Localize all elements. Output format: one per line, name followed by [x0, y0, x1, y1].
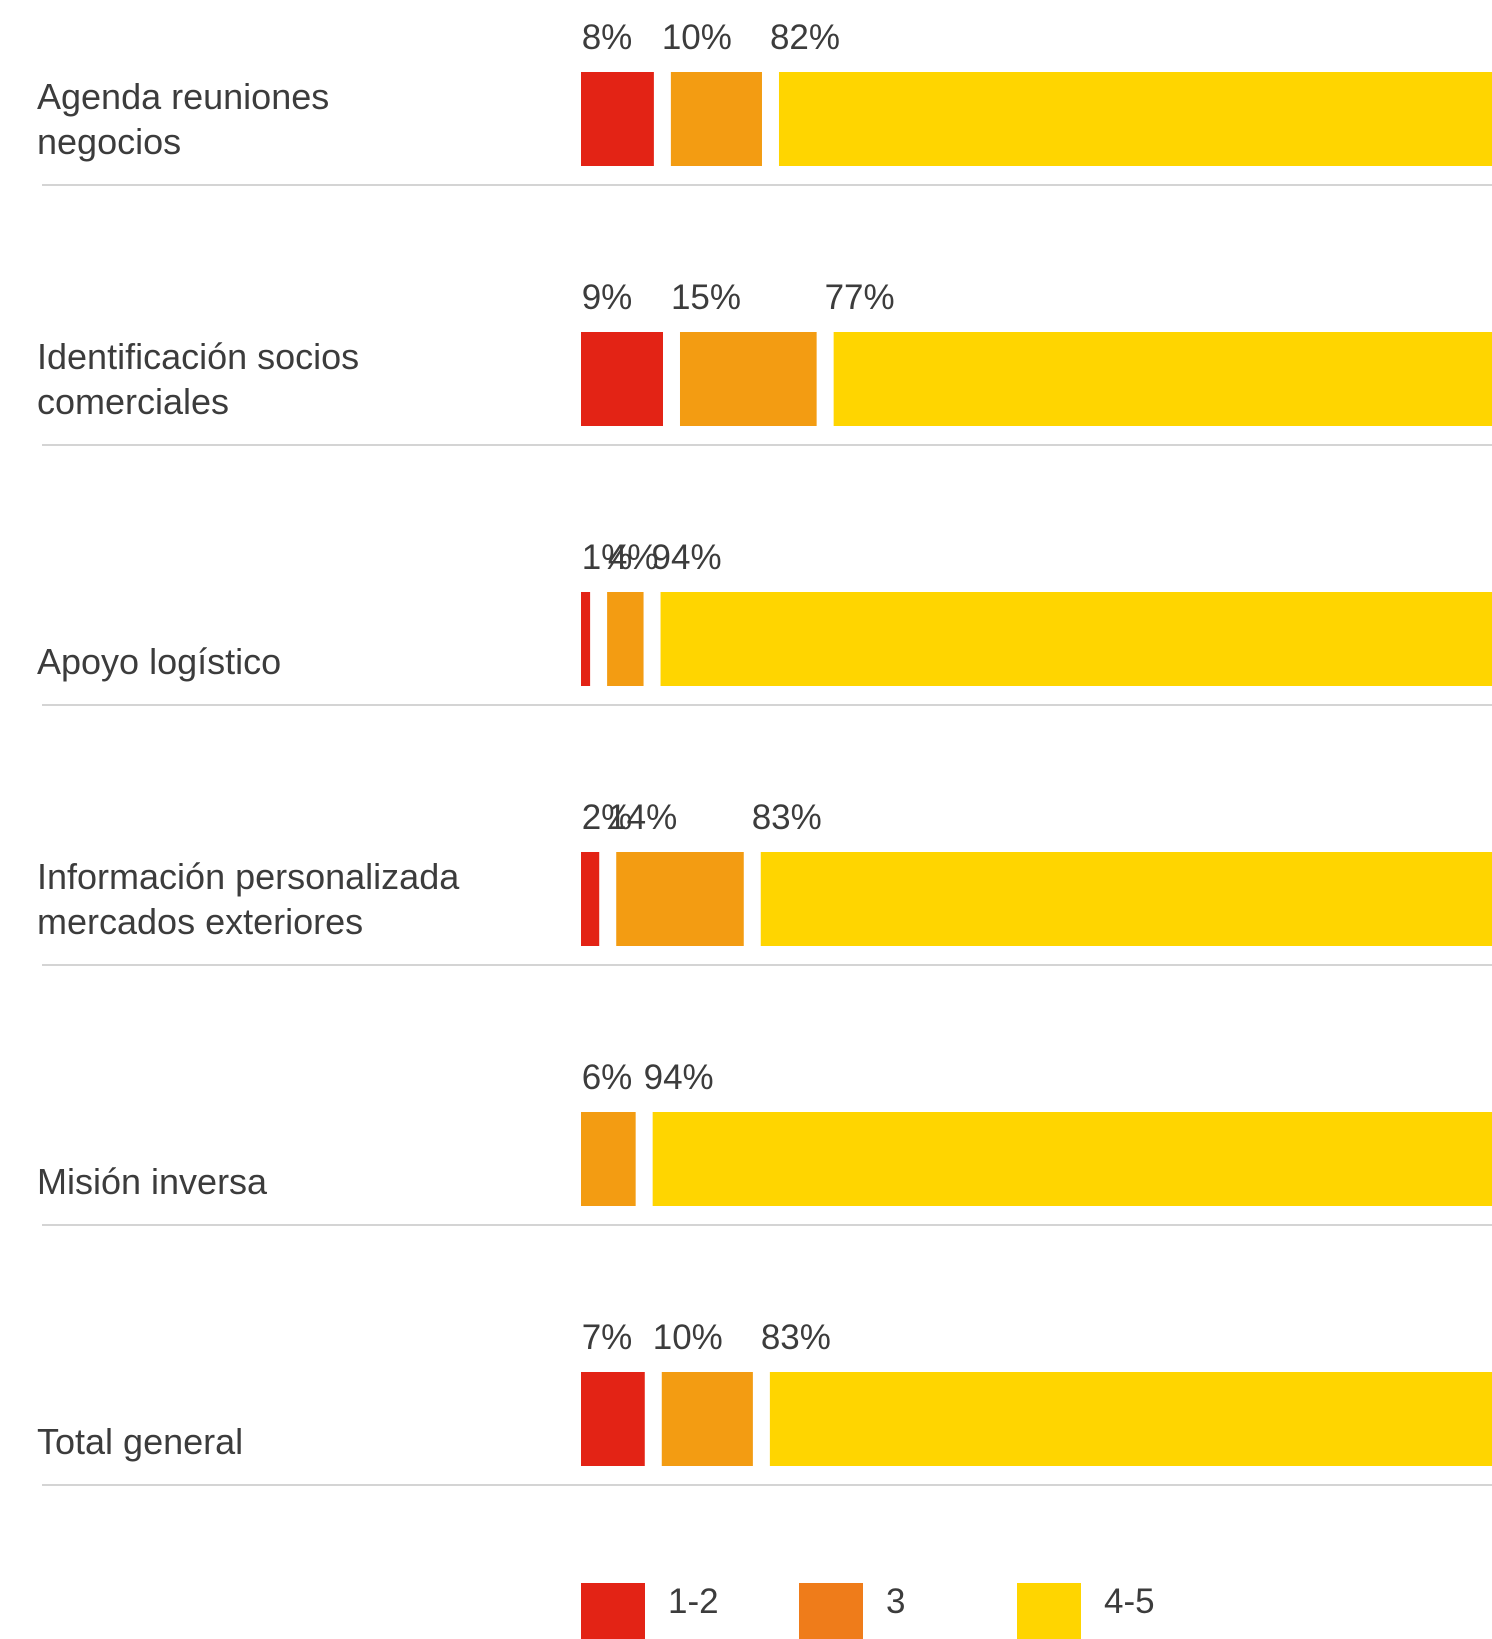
data-label: 8%: [582, 18, 633, 57]
category-label-line: Agenda reuniones: [37, 76, 329, 117]
data-label: 15%: [671, 278, 741, 317]
bar-segment-3: [679, 332, 817, 426]
category-label-line: Información personalizada: [37, 856, 460, 897]
category-label-line: Identificación socios: [37, 336, 359, 377]
legend-label: 1-2: [668, 1582, 719, 1621]
data-label: 94%: [644, 1058, 714, 1097]
category-label: Identificación socios comerciales: [37, 336, 359, 422]
category-label: Misión inversa: [37, 1161, 268, 1202]
bar-segment-1-2: [581, 852, 600, 946]
category-label-line: Apoyo logístico: [37, 641, 281, 682]
data-label: 14%: [607, 798, 677, 837]
bar-segment-4-5: [769, 1372, 1492, 1466]
category-label-line: Misión inversa: [37, 1161, 268, 1202]
category-label-line: comerciales: [37, 381, 229, 422]
bar-segment-3: [616, 852, 744, 946]
bar-segment-1-2: [581, 332, 663, 426]
legend-swatch: [581, 1583, 645, 1639]
category-label-line: mercados exteriores: [37, 901, 363, 942]
data-label: 94%: [652, 538, 722, 577]
category-label: Apoyo logístico: [37, 641, 281, 682]
category-label: Información personalizada mercados exteri…: [37, 856, 460, 942]
data-label: 10%: [662, 18, 732, 57]
legend-label: 4-5: [1104, 1582, 1155, 1621]
category-label: Total general: [37, 1421, 243, 1462]
bar-segment-3: [661, 1372, 753, 1466]
bar-segment-1-2: [581, 72, 654, 166]
category-label-line: Total general: [37, 1421, 243, 1462]
legend-swatch: [1017, 1583, 1081, 1639]
legend-swatch: [799, 1583, 863, 1639]
data-label: 2%: [582, 798, 633, 837]
category-label: Agenda reuniones negocios: [37, 76, 329, 162]
data-label: 4%: [608, 538, 659, 577]
data-label: 83%: [752, 798, 822, 837]
bar-segment-4-5: [652, 1112, 1492, 1206]
data-label: 6%: [582, 1058, 633, 1097]
bar-segment-3: [607, 592, 644, 686]
bar-segment-1-2: [581, 1372, 645, 1466]
legend-label: 3: [886, 1582, 905, 1621]
data-label: 10%: [653, 1318, 723, 1357]
bar-segment-3: [670, 72, 762, 166]
data-label: 9%: [582, 278, 633, 317]
bar-segment-1-2: [581, 592, 591, 686]
bar-segment-4-5: [778, 72, 1492, 166]
data-label: 1%: [582, 538, 633, 577]
data-label: 83%: [761, 1318, 831, 1357]
data-label: 77%: [825, 278, 895, 317]
bar-segment-4-5: [660, 592, 1492, 686]
data-label: 82%: [770, 18, 840, 57]
data-label: 7%: [582, 1318, 633, 1357]
category-label-line: negocios: [37, 121, 181, 162]
bar-segment-4-5: [760, 852, 1492, 946]
bar-segment-3: [581, 1112, 636, 1206]
bar-segment-4-5: [833, 332, 1492, 426]
